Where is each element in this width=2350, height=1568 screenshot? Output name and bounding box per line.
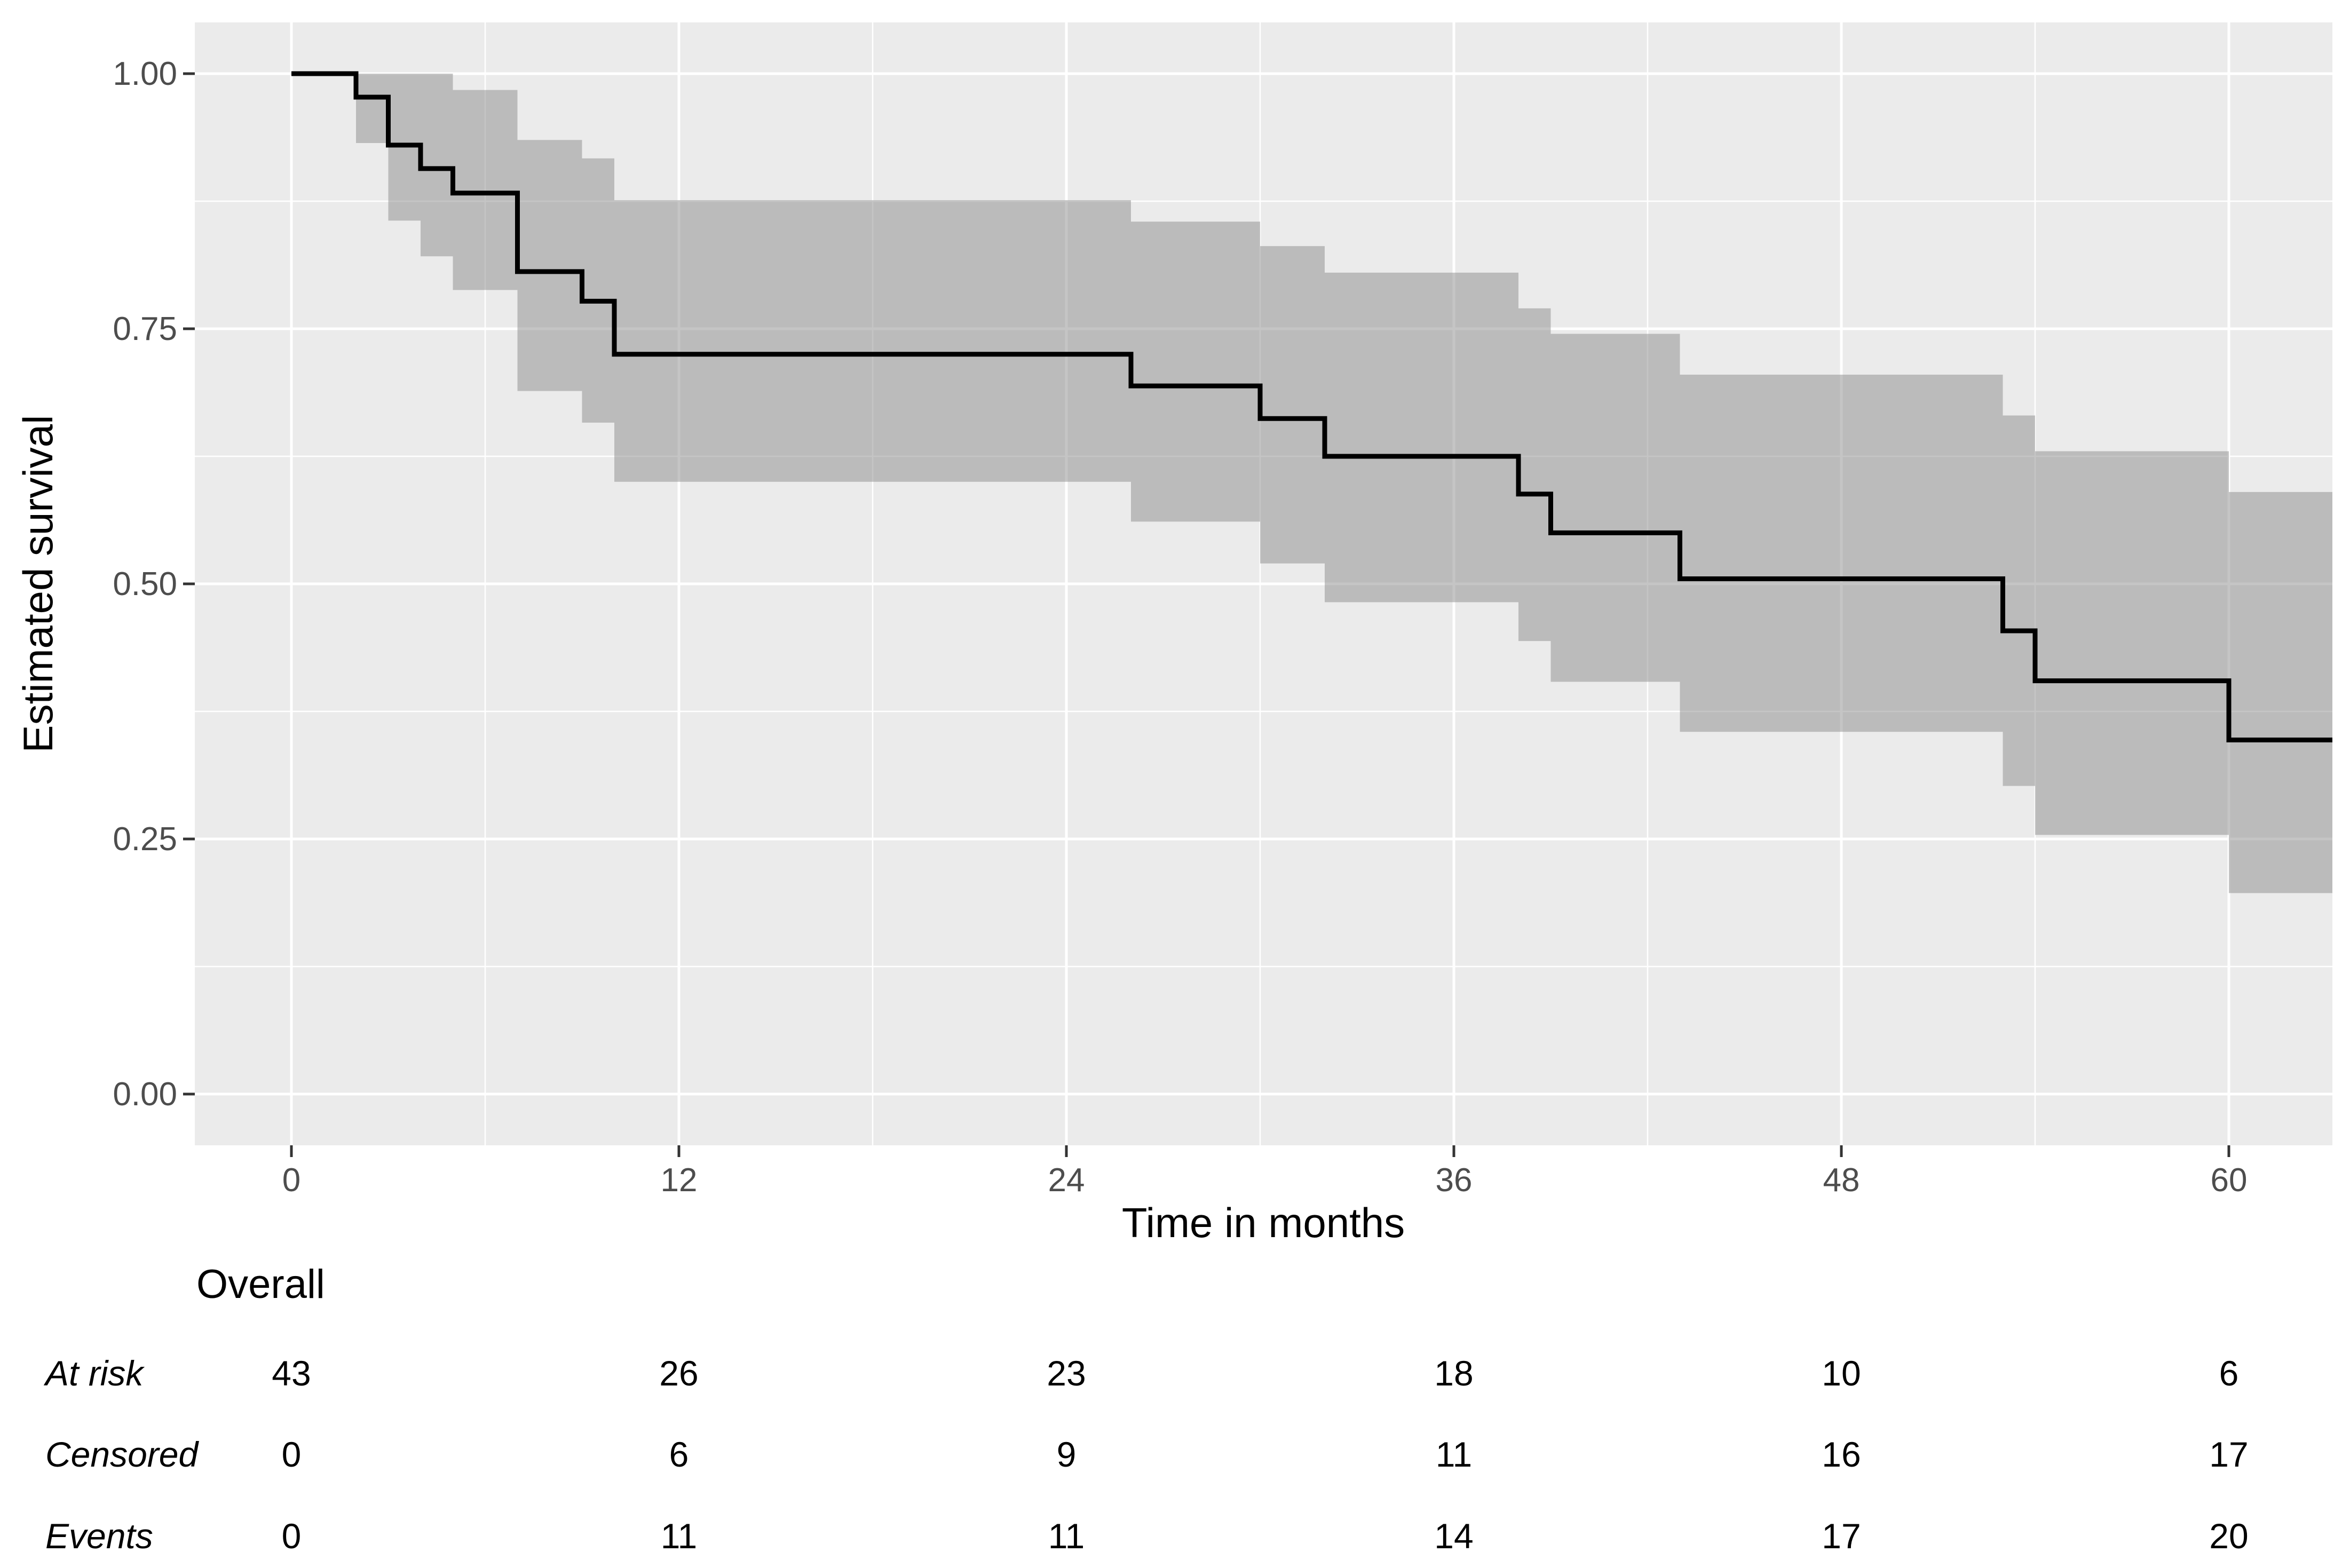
risk-table-row: Censored 0 6 9 11 16 17	[45, 1435, 2249, 1474]
y-axis: 1.00 0.75 0.50 0.25 0.00	[113, 56, 195, 1113]
risk-value: 23	[1047, 1353, 1086, 1393]
risk-value: 9	[1057, 1435, 1077, 1474]
x-tick-label: 12	[661, 1162, 698, 1199]
x-tick-label: 0	[282, 1162, 300, 1199]
risk-value: 18	[1434, 1353, 1473, 1393]
risk-value: 6	[669, 1435, 689, 1474]
risk-value: 17	[2209, 1435, 2248, 1474]
survival-step-curve	[291, 71, 2332, 743]
risk-row-label: At risk	[43, 1353, 145, 1393]
risk-row-label: Events	[45, 1516, 153, 1556]
x-tick-label: 24	[1048, 1162, 1085, 1199]
risk-table: Overall At risk 43 26 23 18 10 6 Censored 0 6 9 11 1…	[43, 1262, 2249, 1556]
risk-value: 11	[661, 1516, 698, 1556]
y-tick-label: 0.00	[113, 1076, 177, 1113]
y-tick-label: 0.25	[113, 821, 177, 858]
x-axis: 0 12 24 36 48 60	[282, 1145, 2248, 1199]
y-axis-title: Estimated survival	[14, 415, 61, 753]
x-axis-title: Time in months	[1122, 1199, 1405, 1246]
risk-table-row: At risk 43 26 23 18 10 6	[43, 1353, 2238, 1393]
risk-value: 11	[1048, 1516, 1085, 1556]
risk-value: 16	[1822, 1435, 1861, 1474]
y-tick-label: 0.50	[113, 566, 177, 603]
risk-value: 14	[1434, 1516, 1473, 1556]
risk-value: 10	[1822, 1353, 1861, 1393]
risk-value: 11	[1436, 1435, 1473, 1474]
risk-value: 6	[2219, 1353, 2239, 1393]
risk-table-group-label: Overall	[196, 1262, 325, 1307]
x-tick-label: 48	[1823, 1162, 1860, 1199]
risk-value: 0	[282, 1435, 302, 1474]
risk-table-row: Events 0 11 11 14 17 20	[45, 1516, 2249, 1556]
x-tick-label: 36	[1436, 1162, 1473, 1199]
y-tick-label: 1.00	[113, 56, 177, 92]
risk-value: 17	[1822, 1516, 1861, 1556]
risk-value: 20	[2209, 1516, 2248, 1556]
confidence-band	[291, 74, 2332, 893]
risk-value: 26	[659, 1353, 698, 1393]
y-tick-label: 0.75	[113, 311, 177, 347]
x-tick-label: 60	[2211, 1162, 2248, 1199]
risk-value: 0	[282, 1516, 302, 1556]
risk-row-label: Censored	[45, 1435, 199, 1474]
risk-value: 43	[272, 1353, 311, 1393]
